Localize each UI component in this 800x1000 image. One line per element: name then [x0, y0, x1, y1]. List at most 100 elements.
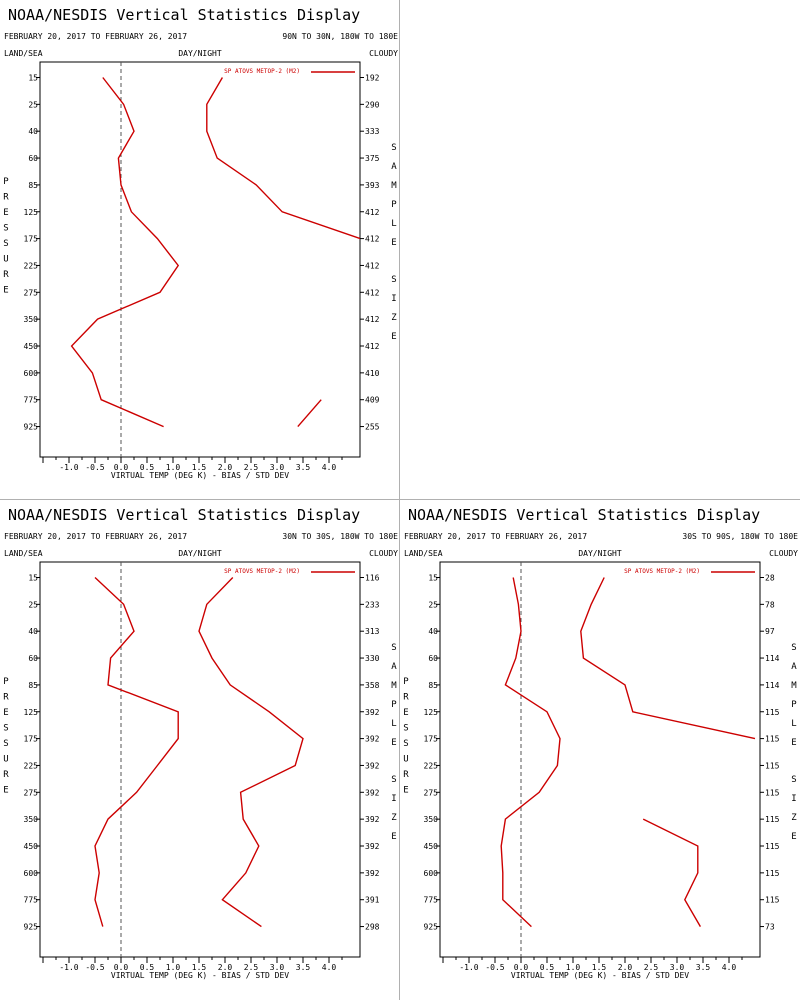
day-night-header: DAY/NIGHT: [578, 549, 622, 558]
pressure-label: 125: [24, 208, 39, 217]
y-axis-right-label-char: P: [391, 700, 397, 710]
y-axis-label-char: S: [3, 239, 8, 249]
x-tick-label: 3.5: [696, 963, 711, 972]
sample-size-label: 78: [765, 600, 775, 609]
y-axis-right-label-char: S: [791, 643, 796, 653]
x-axis-label: VIRTUAL TEMP (DEG K) - BIAS / STD DEV: [511, 971, 689, 980]
y-axis-label-char: S: [3, 724, 8, 734]
land-sea-header: LAND/SEA: [4, 549, 43, 558]
x-tick-label: 2.0: [218, 463, 233, 472]
sample-size-label: 115: [765, 842, 780, 851]
x-tick-label: 0.5: [140, 963, 155, 972]
legend-label: SP ATOVS METOP-2 (M2): [224, 68, 300, 75]
sample-size-label: 392: [365, 815, 380, 824]
y-axis-label-char: E: [3, 786, 8, 796]
y-axis-right-label-char: Z: [391, 813, 397, 823]
y-axis-right-label-char: L: [391, 219, 396, 229]
y-axis-right-label-char: P: [391, 200, 397, 210]
sample-size-label: 410: [365, 369, 380, 378]
sample-size-label: 313: [365, 627, 380, 636]
sample-size-label: 73: [765, 923, 775, 932]
y-axis-label-char: E: [403, 786, 408, 796]
y-axis-right-label-char: Z: [791, 813, 797, 823]
sample-size-label: 392: [365, 708, 380, 717]
y-axis-right-label-char: S: [391, 275, 396, 285]
sample-size-label: 392: [365, 869, 380, 878]
pressure-label: 350: [24, 315, 39, 324]
region-label: 90N TO 30N, 180W TO 180E: [282, 32, 398, 41]
y-axis-label-char: E: [3, 708, 8, 718]
bias-line: [70, 77, 180, 428]
pressure-label: 25: [28, 100, 38, 109]
y-axis-label-char: U: [3, 255, 8, 265]
stddev-line: [580, 577, 756, 740]
sample-size-label: 115: [765, 896, 780, 905]
divider-vertical: [399, 0, 400, 1000]
chart-title: NOAA/NESDIS Vertical Statistics Display: [408, 506, 760, 524]
pressure-label: 60: [428, 654, 438, 663]
date-range: FEBRUARY 20, 2017 TO FEBRUARY 26, 2017: [4, 32, 187, 41]
sample-size-label: 412: [365, 315, 380, 324]
x-tick-label: 3.0: [270, 963, 285, 972]
stddev-line: [198, 577, 304, 928]
pressure-label: 600: [24, 369, 39, 378]
x-tick-label: 2.5: [644, 963, 659, 972]
bias-line: [500, 577, 561, 928]
y-axis-right-label-char: S: [791, 775, 796, 785]
x-axis-label: VIRTUAL TEMP (DEG K) - BIAS / STD DEV: [111, 471, 289, 480]
y-axis-right-label-char: A: [391, 662, 397, 672]
sample-size-label: 392: [365, 788, 380, 797]
sample-size-label: 375: [365, 154, 380, 163]
x-tick-label: 1.0: [166, 963, 181, 972]
y-axis-right-label-char: L: [791, 719, 796, 729]
x-tick-label: 2.5: [244, 463, 259, 472]
x-tick-label: -1.0: [59, 963, 78, 972]
sample-size-label: 298: [365, 923, 380, 932]
pressure-label: 275: [24, 288, 39, 297]
legend-label: SP ATOVS METOP-2 (M2): [224, 568, 300, 575]
pressure-label: 775: [424, 896, 439, 905]
pressure-label: 925: [24, 923, 39, 932]
pressure-label: 85: [428, 681, 438, 690]
y-axis-label-char: S: [3, 224, 8, 234]
pressure-label: 350: [424, 815, 439, 824]
pressure-label: 450: [424, 842, 439, 851]
y-axis-label-char: R: [403, 770, 409, 780]
pressure-label: 450: [24, 842, 39, 851]
y-axis-right-label-char: E: [391, 238, 396, 248]
pressure-label: 85: [28, 181, 38, 190]
sample-size-label: 255: [365, 423, 380, 432]
y-axis-label-char: S: [3, 739, 8, 749]
day-night-header: DAY/NIGHT: [178, 49, 222, 58]
sample-size-label: 391: [365, 896, 380, 905]
sample-size-label: 333: [365, 127, 380, 136]
pressure-label: 175: [24, 735, 39, 744]
sample-size-label: 115: [765, 788, 780, 797]
y-axis-label-char: R: [3, 693, 9, 703]
legend-label: SP ATOVS METOP-2 (M2): [624, 568, 700, 575]
pressure-label: 450: [24, 342, 39, 351]
chart-svg-1: NOAA/NESDIS Vertical Statistics Display F…: [3, 6, 398, 480]
x-tick-label: -1.0: [59, 463, 78, 472]
sample-size-label: 115: [765, 761, 780, 770]
sample-size-label: 116: [365, 574, 380, 583]
sample-size-label: 233: [365, 600, 380, 609]
y-axis-right-label-char: S: [391, 143, 396, 153]
sample-size-label: 115: [765, 708, 780, 717]
y-axis-label-char: R: [403, 693, 409, 703]
y-axis-right-label-char: E: [791, 738, 796, 748]
y-axis-right-label-char: I: [391, 794, 396, 804]
sample-size-label: 114: [765, 681, 780, 690]
y-axis-right-label-char: S: [391, 775, 396, 785]
x-tick-label: -0.5: [485, 963, 504, 972]
sample-size-label: 392: [365, 735, 380, 744]
x-tick-label: 0.0: [114, 963, 129, 972]
pressure-label: 40: [428, 627, 438, 636]
pressure-label: 175: [424, 735, 439, 744]
x-tick-label: 0.5: [140, 463, 155, 472]
date-range: FEBRUARY 20, 2017 TO FEBRUARY 26, 2017: [4, 532, 187, 541]
pressure-label: 775: [24, 396, 39, 405]
pressure-label: 600: [24, 869, 39, 878]
sample-size-label: 115: [765, 735, 780, 744]
x-tick-label: -0.5: [85, 963, 104, 972]
